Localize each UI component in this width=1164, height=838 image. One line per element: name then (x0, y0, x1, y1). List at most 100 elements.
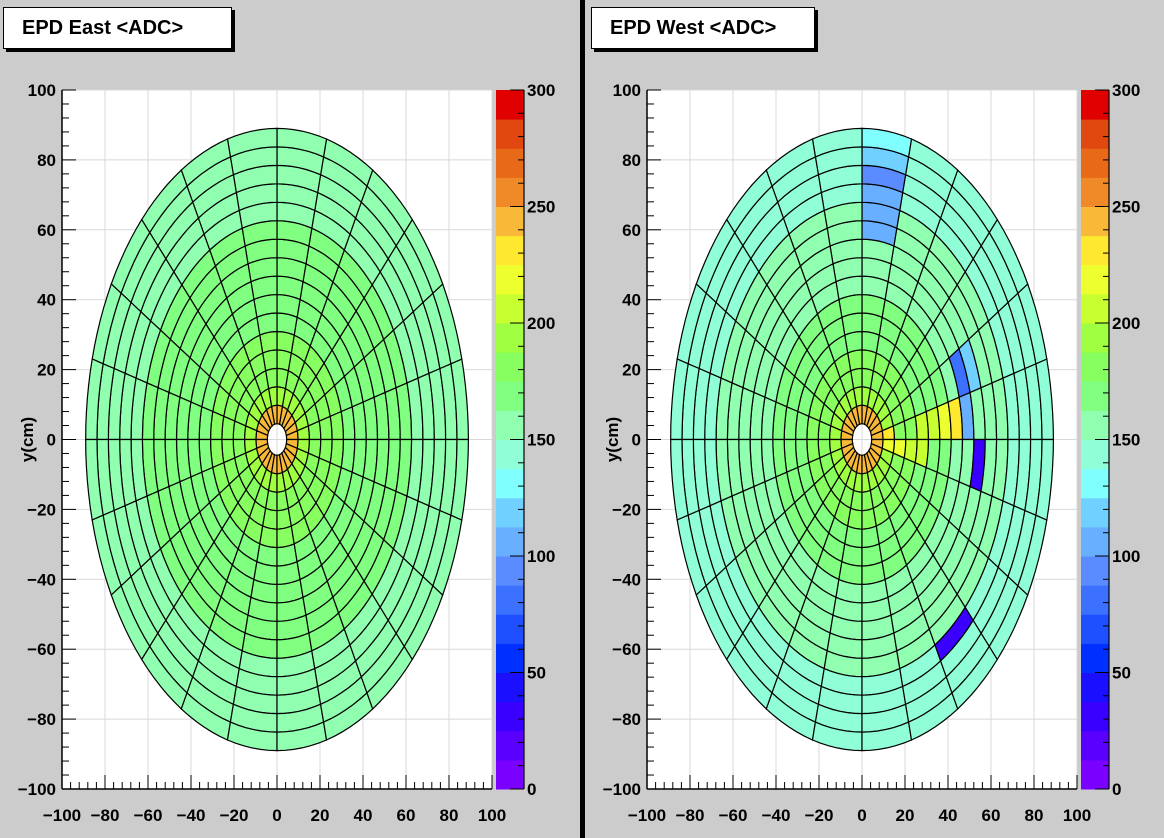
east-colorbar-band (496, 468, 524, 499)
west-colorbar-tick-label: 0 (1112, 780, 1121, 799)
east-colorbar-band (496, 264, 524, 295)
east-colorbar-band (496, 323, 524, 353)
east-x-tick-label: −20 (220, 806, 249, 825)
east-title-box: EPD East <ADC> (3, 7, 232, 49)
west-x-tick-label: −60 (719, 806, 748, 825)
pad-divider (580, 0, 585, 838)
west-colorbar-band (1081, 293, 1109, 324)
west-colorbar-tick-label: 50 (1112, 664, 1131, 683)
east-colorbar-tick-label: 50 (527, 664, 546, 683)
west-x-tick-label: 100 (1063, 806, 1091, 825)
east-pad: EPD East <ADC> −100 −80 −60 −40 −20 0 20 40 60 80… (0, 0, 580, 838)
west-x-tick-label: −100 (628, 806, 666, 825)
east-colorbar-band (496, 439, 524, 470)
east-x-tick-label: −100 (43, 806, 81, 825)
east-colorbar-tick-label: 0 (527, 780, 536, 799)
east-x-tick-label: −60 (134, 806, 163, 825)
east-colorbar-tick-label: 250 (527, 198, 555, 217)
east-colorbar-band (496, 148, 524, 178)
west-colorbar-band (1081, 614, 1109, 644)
west-colorbar-band (1081, 323, 1109, 353)
west-y-tick-label: 40 (622, 291, 641, 310)
east-x-tick-label: 80 (440, 806, 459, 825)
west-x-tick-label: 60 (982, 806, 1001, 825)
east-y-tick-label: −100 (18, 780, 56, 799)
east-colorbar-tick-label: 300 (527, 81, 555, 100)
east-colorbar-tick-label: 200 (527, 314, 555, 333)
west-colorbar-band (1081, 585, 1109, 615)
east-colorbar-band (496, 235, 524, 266)
west-colorbar-band (1081, 381, 1109, 411)
west-y-tick-label: −40 (612, 570, 641, 589)
east-colorbar-band (496, 206, 524, 237)
east-colorbar-tick-label: 100 (527, 547, 555, 566)
east-axes (61, 89, 493, 790)
west-x-tick-label: 80 (1025, 806, 1044, 825)
west-x-tick-label: 0 (857, 806, 866, 825)
east-y-tick-label: 80 (37, 151, 56, 170)
west-colorbar-band (1081, 352, 1109, 382)
east-y-tick-label: 40 (37, 291, 56, 310)
west-colorbar-band (1081, 497, 1109, 528)
west-y-tick-label: 80 (622, 151, 641, 170)
east-colorbar-band (496, 759, 524, 790)
east-x-tick-label: 100 (478, 806, 506, 825)
west-colorbar (1081, 89, 1110, 790)
east-x-tick-label: 0 (272, 806, 281, 825)
west-y-tick-label: 20 (622, 361, 641, 380)
west-colorbar-tick-label: 250 (1112, 198, 1140, 217)
west-y-tick-label: −20 (612, 500, 641, 519)
west-x-tick-label: −20 (805, 806, 834, 825)
west-y-axis-label: y(cm) (603, 417, 622, 462)
west-chart: −100 −80 −60 −40 −20 0 20 40 60 80 100 −100 −80 −60 −4… (603, 81, 1141, 825)
west-colorbar-band (1081, 177, 1109, 207)
west-title-box: EPD West <ADC> (591, 7, 815, 49)
west-x-tick-label: 40 (939, 806, 958, 825)
west-colorbar-tick-label: 200 (1112, 314, 1140, 333)
east-colorbar-band (496, 643, 524, 673)
west-cell (847, 507, 863, 530)
east-cell (276, 349, 292, 372)
west-colorbar-band (1081, 206, 1109, 237)
east-colorbar-band (496, 381, 524, 411)
west-colorbar-band (1081, 730, 1109, 761)
east-y-tick-label: 0 (47, 431, 56, 450)
west-colorbar-band (1081, 148, 1109, 178)
west-y-tick-label: 100 (613, 81, 641, 100)
west-x-tick-label: −40 (762, 806, 791, 825)
east-title: EPD East <ADC> (22, 17, 184, 39)
east-x-tick-label: −80 (91, 806, 120, 825)
east-cells (85, 127, 470, 752)
east-colorbar-band (496, 526, 524, 557)
east-colorbar-band (496, 614, 524, 644)
east-colorbar-band (496, 90, 524, 120)
east-colorbar-band (496, 730, 524, 761)
east-cell (262, 507, 278, 530)
west-colorbar-tick-label: 300 (1112, 81, 1140, 100)
west-cell (1035, 438, 1055, 521)
west-colorbar-band (1081, 701, 1109, 732)
east-y-tick-label: 60 (37, 221, 56, 240)
west-axes (646, 89, 1078, 790)
west-colorbar-band (1081, 235, 1109, 266)
west-y-tick-label: 0 (632, 431, 641, 450)
east-y-tick-label: −20 (27, 500, 56, 519)
west-y-tick-label: −60 (612, 640, 641, 659)
east-colorbar-band (496, 410, 524, 440)
east-y-axis-label: y(cm) (18, 417, 37, 462)
east-colorbar (496, 89, 525, 790)
east-x-tick-label: 40 (354, 806, 373, 825)
east-colorbar-band (496, 585, 524, 615)
west-cell (861, 349, 877, 372)
east-colorbar-band (496, 497, 524, 528)
east-x-tick-label: 20 (311, 806, 330, 825)
east-y-tick-label: −80 (27, 710, 56, 729)
west-colorbar-tick-label: 100 (1112, 547, 1140, 566)
east-colorbar-band (496, 556, 524, 586)
west-colorbar-band (1081, 90, 1109, 120)
west-colorbar-band (1081, 643, 1109, 673)
west-colorbar-band (1081, 759, 1109, 790)
west-title: EPD West <ADC> (610, 17, 777, 39)
east-y-tick-label: −60 (27, 640, 56, 659)
east-y-tick-label: −40 (27, 570, 56, 589)
